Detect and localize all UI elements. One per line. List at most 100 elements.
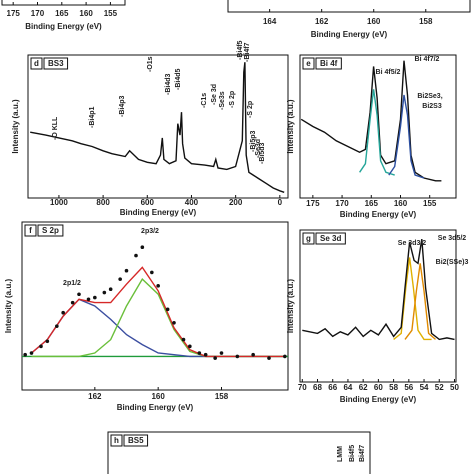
panel-title-box bbox=[315, 57, 342, 70]
x-tick-label: 58 bbox=[389, 383, 398, 392]
x-tick-label: 165 bbox=[365, 199, 379, 208]
data-point bbox=[93, 295, 97, 300]
x-tick-label: 600 bbox=[141, 198, 155, 207]
peak-annotation: 2p3/2 bbox=[141, 228, 159, 235]
panel-label: d bbox=[34, 59, 39, 68]
x-tick-label: 160 bbox=[367, 17, 381, 26]
x-tick-label: 164 bbox=[263, 17, 277, 26]
panel-title: Se 3d bbox=[320, 234, 341, 243]
data-point bbox=[61, 310, 65, 315]
plot-frame bbox=[227, 0, 471, 13]
data-point bbox=[29, 351, 34, 355]
panel-label: g bbox=[306, 234, 311, 243]
plot-frame bbox=[27, 54, 289, 199]
data-point bbox=[39, 344, 43, 349]
peak-annotation: -Se3d bbox=[255, 139, 262, 158]
x-axis-label: Binding Energy (eV) bbox=[340, 210, 417, 219]
peak-annotation: -Bi5p3 bbox=[250, 131, 257, 153]
y-axis-label: Intensity (a.u.) bbox=[4, 279, 13, 334]
panel-title: BS5 bbox=[128, 436, 144, 445]
peak-annotation: -S 2p bbox=[229, 91, 236, 108]
data-point bbox=[118, 277, 122, 281]
x-tick-label: 54 bbox=[420, 383, 429, 392]
data-point bbox=[108, 287, 113, 292]
x-tick-label: 165 bbox=[55, 9, 69, 18]
panel-title: Bi 4f bbox=[320, 59, 338, 68]
plot-frame bbox=[107, 431, 371, 474]
x-tick-label: 1000 bbox=[50, 198, 68, 207]
x-tick-label: 60 bbox=[374, 383, 383, 392]
data-point bbox=[140, 245, 145, 249]
data-point bbox=[219, 351, 224, 355]
x-tick-label: 68 bbox=[313, 383, 322, 392]
spectrum-line bbox=[31, 266, 285, 358]
peak-annotation: -Bi4f7 bbox=[244, 42, 251, 62]
data-point bbox=[251, 352, 255, 357]
panel-title-box bbox=[43, 57, 69, 70]
x-tick-label: 175 bbox=[7, 9, 21, 18]
x-tick-label: 200 bbox=[229, 198, 243, 207]
peak-annotation: -Bi5d3 bbox=[259, 143, 266, 165]
x-tick-label: 50 bbox=[450, 383, 459, 392]
peak-annotation: -O1s bbox=[147, 56, 154, 72]
plot-frame bbox=[299, 54, 457, 199]
panel-label-box bbox=[24, 224, 37, 237]
x-tick-label: 162 bbox=[88, 392, 102, 401]
x-axis-label: Binding Energy (eV) bbox=[120, 208, 197, 217]
data-point bbox=[134, 253, 138, 258]
x-tick-label: 170 bbox=[31, 9, 45, 18]
x-tick-label: 160 bbox=[394, 199, 408, 208]
data-point bbox=[203, 352, 208, 357]
data-point bbox=[197, 351, 202, 355]
data-point bbox=[86, 297, 91, 302]
data-point bbox=[124, 268, 129, 273]
x-axis-label: Binding Energy (eV) bbox=[117, 403, 194, 412]
panel-title: S 2p bbox=[42, 226, 59, 235]
data-point bbox=[102, 290, 107, 295]
plot-frame bbox=[21, 221, 289, 391]
x-tick-label: 62 bbox=[359, 383, 368, 392]
x-tick-label: 158 bbox=[419, 17, 433, 26]
y-axis-label: Intensity (a.u.) bbox=[286, 279, 295, 334]
peak-annotation: LMM bbox=[337, 446, 344, 462]
panel-label-box bbox=[302, 57, 315, 70]
x-tick-label: 400 bbox=[185, 198, 199, 207]
plot-frame bbox=[299, 229, 457, 383]
peak-annotation: -Bi4d5 bbox=[175, 69, 182, 91]
peak-annotation: Bi4f7 bbox=[359, 445, 366, 462]
peak-annotation: Se 3d5/2 bbox=[438, 235, 467, 242]
data-point bbox=[77, 292, 81, 297]
peak-annotation: -Bi4d3 bbox=[165, 74, 172, 96]
peak-annotation: -C1s bbox=[201, 93, 208, 108]
panel-label-box bbox=[302, 232, 315, 245]
spectrum-line bbox=[31, 298, 285, 358]
spectrum-line bbox=[302, 238, 455, 341]
x-tick-label: 800 bbox=[96, 198, 110, 207]
peak-annotation: -O KLL bbox=[52, 116, 59, 140]
x-tick-label: 56 bbox=[404, 383, 413, 392]
panel-label: f bbox=[29, 226, 32, 235]
y-axis-label: Intensity (a.u.) bbox=[286, 99, 295, 154]
peak-annotation: Bi 4f5/2 bbox=[376, 69, 401, 76]
x-tick-label: 0 bbox=[278, 198, 283, 207]
x-tick-label: 155 bbox=[423, 199, 437, 208]
x-tick-label: 160 bbox=[79, 9, 93, 18]
peak-annotation: Bi2S3 bbox=[422, 103, 442, 110]
peak-annotation: Se 3d3/2 bbox=[398, 240, 427, 247]
peak-annotation: -Se 3d bbox=[211, 84, 218, 105]
data-point bbox=[267, 356, 271, 360]
data-point bbox=[156, 284, 160, 288]
x-tick-label: 64 bbox=[343, 383, 352, 392]
data-point bbox=[165, 307, 170, 312]
y-axis-label: Intensity (a.u.) bbox=[11, 99, 20, 154]
x-axis-label: Binding Energy (eV) bbox=[340, 395, 417, 404]
x-axis-label: Binding Energy (eV) bbox=[311, 30, 388, 39]
panel-label-box bbox=[110, 434, 123, 447]
panel-title-box bbox=[37, 224, 64, 237]
panel-title-box bbox=[315, 232, 346, 245]
x-tick-label: 52 bbox=[435, 383, 444, 392]
panel-label: e bbox=[306, 59, 311, 68]
spectrum-line bbox=[404, 263, 436, 340]
